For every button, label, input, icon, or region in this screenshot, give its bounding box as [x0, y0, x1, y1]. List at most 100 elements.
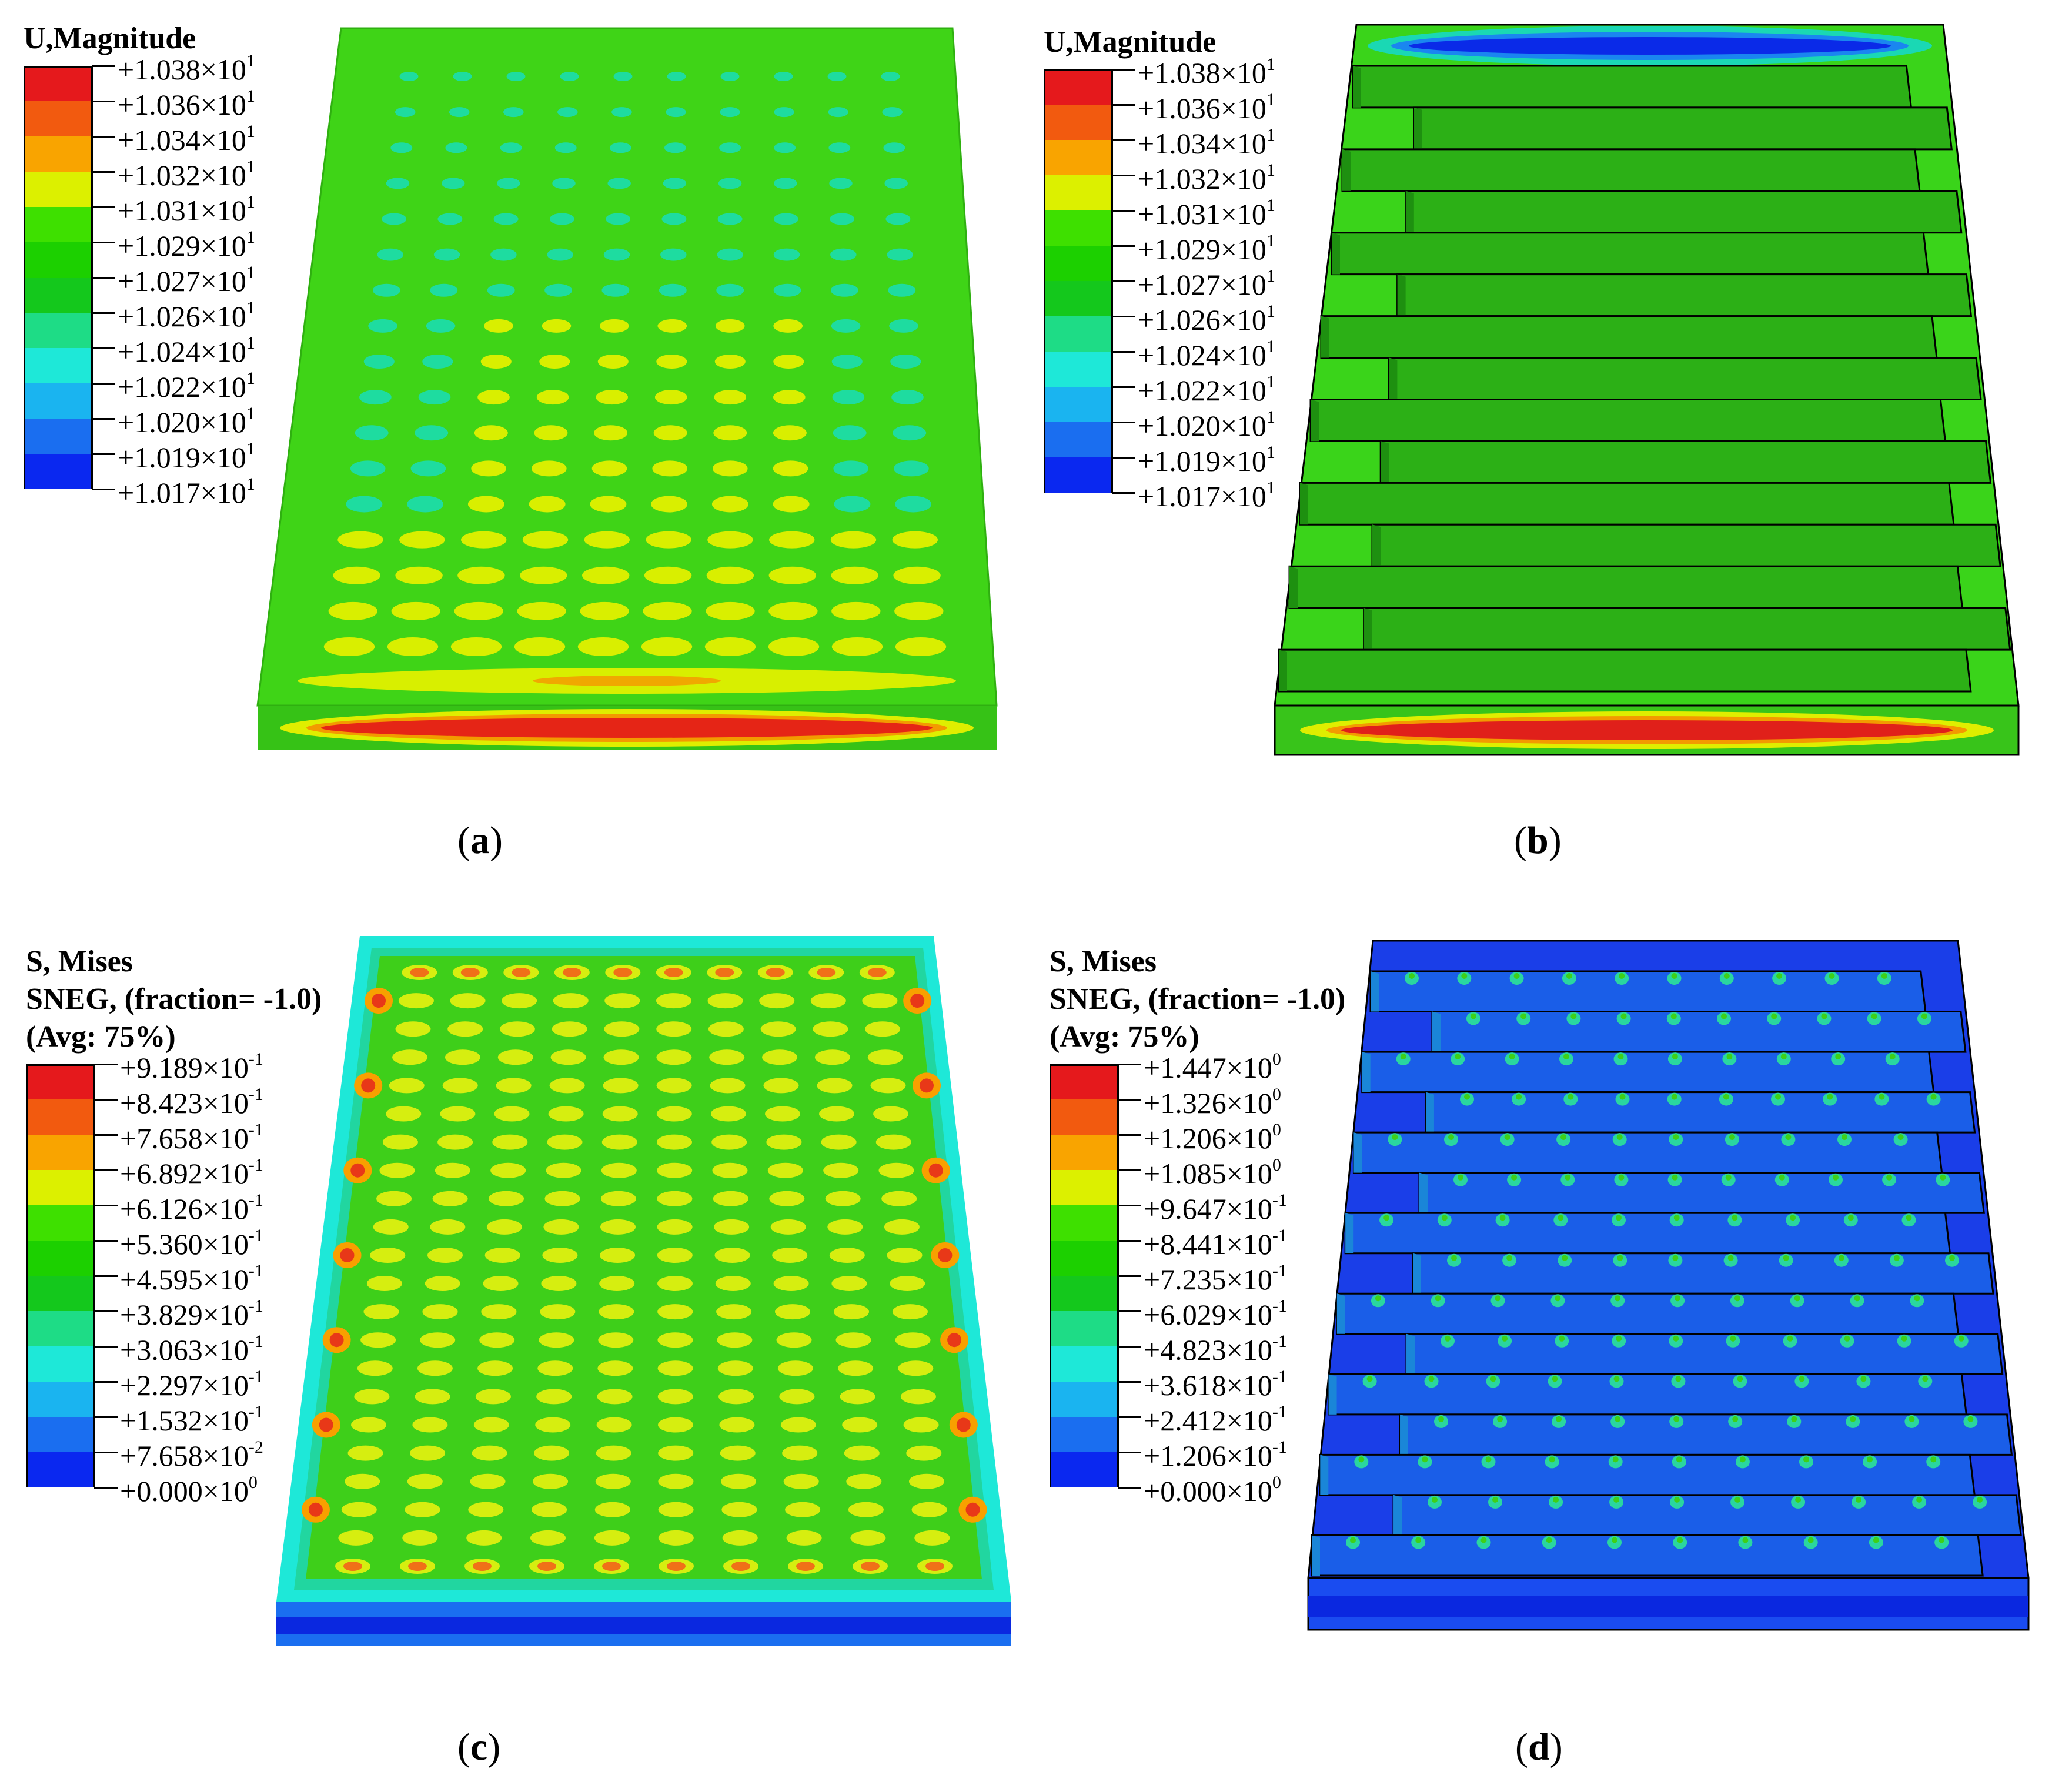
rib-edge — [1371, 971, 1379, 1012]
colour-band — [25, 454, 91, 489]
contour-spot — [909, 1473, 944, 1489]
rib-face — [1344, 1212, 1951, 1255]
contour-spot — [772, 1248, 808, 1263]
contour-spot — [557, 107, 578, 118]
contour-spot — [399, 72, 419, 81]
contour-spot — [667, 1562, 686, 1571]
contour-spot — [596, 1417, 632, 1433]
contour-spot — [591, 460, 627, 477]
contour-spot — [657, 1304, 693, 1320]
legend-label: +1.027×101 — [118, 263, 255, 297]
contour-spot — [437, 1134, 473, 1150]
contour-spot — [1835, 1054, 1842, 1060]
legend-label: +8.423×10-1 — [120, 1085, 263, 1119]
legend-tick — [94, 1275, 118, 1277]
contour-spot — [1617, 1255, 1623, 1261]
contour-spot — [763, 1078, 799, 1094]
contour-spot — [410, 460, 446, 477]
contour-spot — [402, 1530, 438, 1546]
contour-spot — [1821, 1013, 1827, 1019]
contour-spot — [408, 1562, 427, 1571]
contour-spot — [1562, 1255, 1568, 1261]
legend-tick — [94, 1064, 118, 1065]
contour-spot — [1470, 1013, 1476, 1019]
contour-spot — [1799, 1376, 1805, 1382]
contour-spot — [903, 1417, 939, 1433]
contour-spot — [715, 968, 734, 977]
rib-face — [1299, 482, 1955, 526]
rib-face — [1361, 1051, 1935, 1094]
contour-spot — [900, 1389, 936, 1405]
contour-spot — [707, 993, 743, 1009]
contour-spot — [597, 1389, 633, 1405]
contour-spot — [716, 283, 744, 297]
contour-spot — [1723, 1094, 1729, 1100]
contour-spot — [328, 601, 377, 620]
contour-spot — [760, 1021, 796, 1037]
contour-spot — [418, 390, 451, 405]
contour-spot — [1612, 1537, 1617, 1543]
colour-bar — [26, 1064, 95, 1487]
contour-spot — [1871, 1013, 1877, 1019]
contour-spot — [1742, 1537, 1749, 1543]
contour-spot — [532, 1502, 567, 1517]
legend-tick — [94, 1240, 118, 1242]
contour-spot — [425, 1276, 460, 1291]
contour-spot — [889, 319, 918, 333]
contour-spot — [1615, 1416, 1621, 1422]
contour-spot — [657, 1389, 693, 1405]
contour-spot — [1803, 1456, 1809, 1463]
colour-band — [25, 207, 91, 242]
colour-band — [1051, 1346, 1117, 1382]
contour-spot — [885, 213, 911, 225]
contour-spot — [1520, 1013, 1527, 1019]
contour-spot — [360, 1332, 396, 1348]
legend-label: +1.034×101 — [118, 122, 255, 156]
contour-spot — [715, 319, 745, 333]
contour-spot — [405, 1502, 440, 1517]
legend-tick — [1118, 1381, 1141, 1383]
contour-spot — [542, 1248, 578, 1263]
contour-spot — [602, 1106, 638, 1122]
contour-spot — [1670, 1013, 1677, 1019]
contour-spot — [656, 1021, 692, 1037]
colour-band — [25, 383, 91, 419]
contour-spot — [410, 1445, 446, 1461]
contour-spot — [765, 1106, 800, 1122]
rib-edge — [1320, 1455, 1329, 1495]
contour-spot — [537, 1360, 573, 1376]
caption-b: (b) — [1514, 819, 1562, 862]
contour-spot — [598, 1332, 634, 1348]
contour-spot — [548, 1106, 584, 1122]
legend-tick — [92, 65, 115, 67]
contour-spot — [422, 355, 453, 369]
contour-spot — [1886, 1174, 1893, 1181]
contour-spot — [597, 355, 629, 369]
rib-face — [1371, 523, 2001, 567]
legend-title: U,Magnitude — [24, 22, 196, 55]
contour-spot — [711, 496, 748, 513]
contour-spot — [386, 1106, 422, 1122]
colour-band — [1051, 1205, 1117, 1241]
rib-edge — [1332, 232, 1340, 275]
legend-label: +1.034×101 — [1138, 125, 1275, 160]
contour-spot — [474, 425, 508, 441]
contour-spot — [870, 1078, 906, 1094]
legend-label: +1.026×101 — [1138, 302, 1275, 336]
contour-spot — [842, 1417, 878, 1433]
legend-label: +6.892×10-1 — [120, 1155, 263, 1190]
contour-spot — [641, 637, 693, 656]
contour-spot — [1737, 1376, 1743, 1382]
contour-spot — [466, 1530, 502, 1546]
contour-spot — [539, 1332, 574, 1348]
legend-tick — [1112, 175, 1135, 176]
contour-spot — [667, 72, 686, 81]
contour-spot — [947, 1333, 962, 1348]
colour-band — [25, 278, 91, 313]
contour-spot — [1616, 1215, 1622, 1221]
colour-band — [1051, 1170, 1117, 1205]
contour-spot — [717, 213, 743, 225]
contour-spot — [657, 1360, 693, 1376]
contour-spot — [373, 1219, 409, 1235]
contour-spot — [1930, 1094, 1937, 1100]
